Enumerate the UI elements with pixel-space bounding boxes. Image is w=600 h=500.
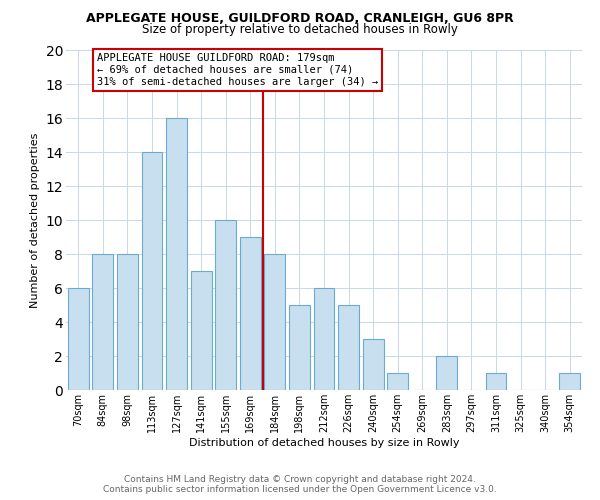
Bar bbox=[362, 339, 383, 390]
Bar bbox=[166, 118, 187, 390]
Bar bbox=[338, 305, 359, 390]
Bar bbox=[289, 305, 310, 390]
X-axis label: Distribution of detached houses by size in Rowly: Distribution of detached houses by size … bbox=[189, 438, 459, 448]
Bar bbox=[68, 288, 89, 390]
Bar bbox=[436, 356, 457, 390]
Bar bbox=[142, 152, 163, 390]
Text: APPLEGATE HOUSE GUILDFORD ROAD: 179sqm
← 69% of detached houses are smaller (74): APPLEGATE HOUSE GUILDFORD ROAD: 179sqm ←… bbox=[97, 54, 378, 86]
Bar bbox=[265, 254, 286, 390]
Bar bbox=[485, 373, 506, 390]
Text: Size of property relative to detached houses in Rowly: Size of property relative to detached ho… bbox=[142, 22, 458, 36]
Bar bbox=[559, 373, 580, 390]
Y-axis label: Number of detached properties: Number of detached properties bbox=[30, 132, 40, 308]
Bar bbox=[314, 288, 334, 390]
Text: Contains HM Land Registry data © Crown copyright and database right 2024.
Contai: Contains HM Land Registry data © Crown c… bbox=[103, 474, 497, 494]
Text: APPLEGATE HOUSE, GUILDFORD ROAD, CRANLEIGH, GU6 8PR: APPLEGATE HOUSE, GUILDFORD ROAD, CRANLEI… bbox=[86, 12, 514, 26]
Bar bbox=[387, 373, 408, 390]
Bar bbox=[191, 271, 212, 390]
Bar bbox=[117, 254, 138, 390]
Bar bbox=[92, 254, 113, 390]
Bar bbox=[215, 220, 236, 390]
Bar bbox=[240, 237, 261, 390]
